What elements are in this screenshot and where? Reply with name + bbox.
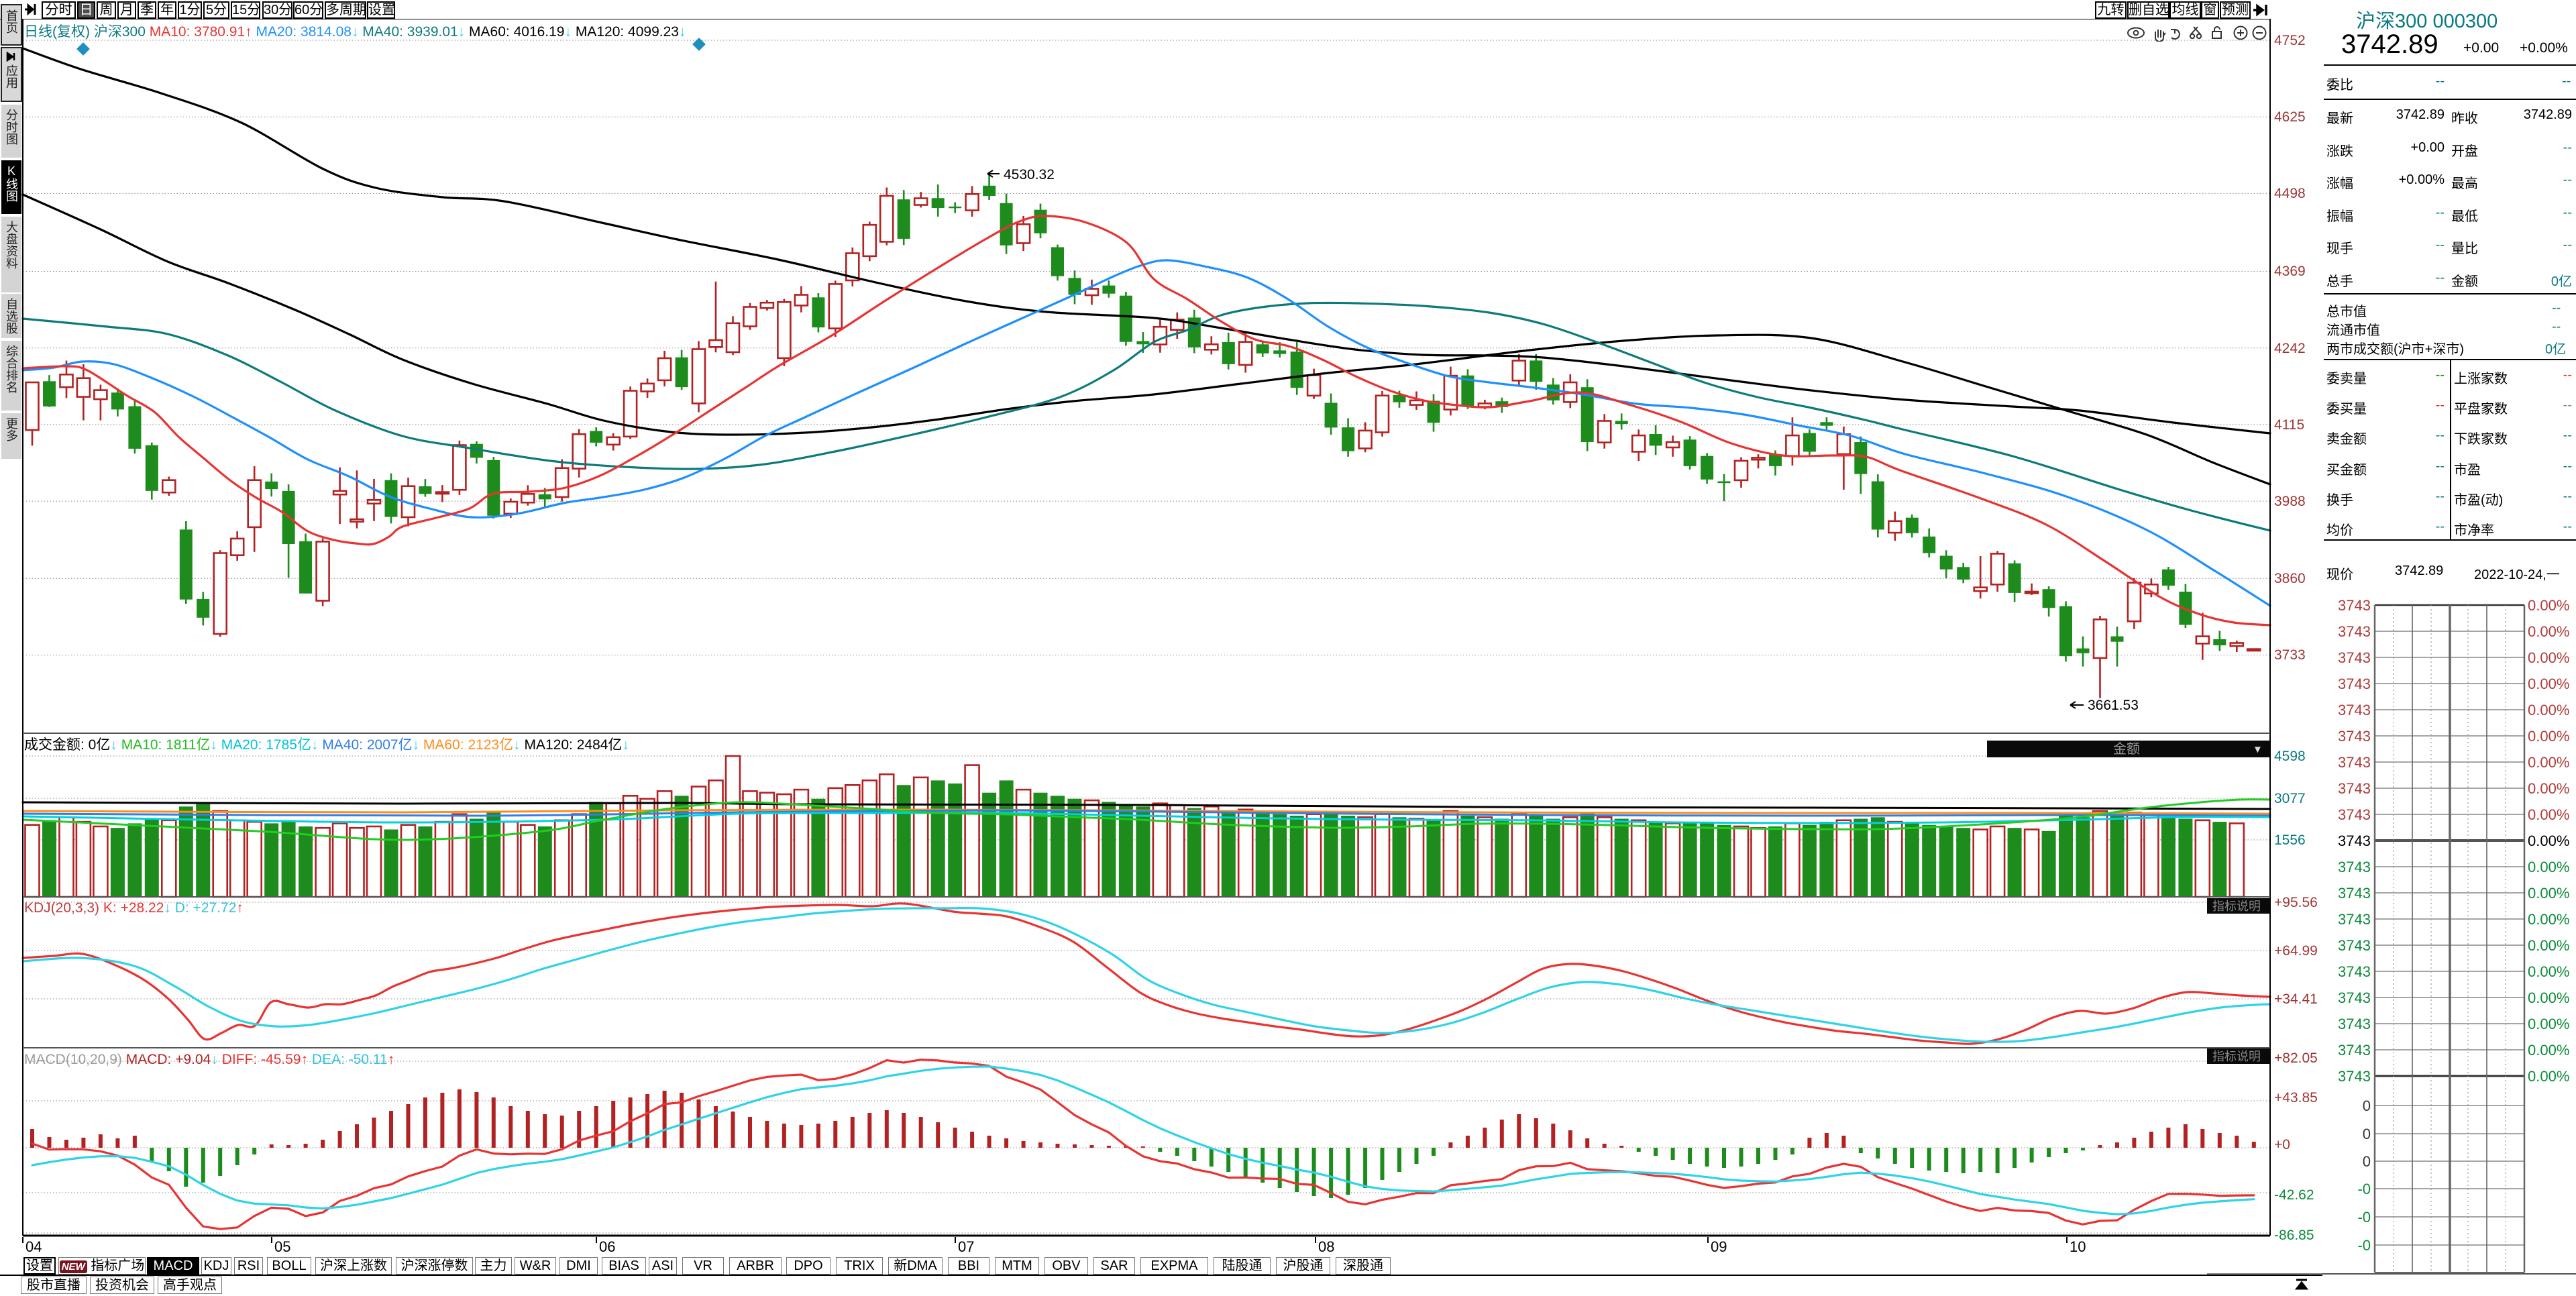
svg-text:0.00%: 0.00%	[2528, 911, 2569, 928]
svg-text:4242: 4242	[2274, 341, 2306, 356]
svg-text:3743: 3743	[2338, 780, 2371, 797]
svg-text:3860: 3860	[2274, 571, 2306, 586]
svg-text:3743: 3743	[2338, 728, 2371, 745]
svg-text:3743: 3743	[2338, 911, 2371, 928]
svg-text:3743: 3743	[2338, 1016, 2371, 1032]
svg-text:指标说明: 指标说明	[2212, 1050, 2261, 1063]
svg-text:▼: ▼	[2253, 744, 2263, 755]
svg-text:+43.85: +43.85	[2274, 1090, 2318, 1105]
svg-text:04: 04	[25, 1238, 42, 1255]
svg-text:0.00%: 0.00%	[2528, 1042, 2569, 1059]
svg-text:3743: 3743	[2338, 937, 2371, 954]
svg-text:0.00%: 0.00%	[2528, 623, 2569, 640]
svg-text:0.00%: 0.00%	[2528, 859, 2569, 875]
svg-text:3743: 3743	[2338, 885, 2371, 902]
svg-text:0.00%: 0.00%	[2528, 937, 2569, 954]
svg-text:4498: 4498	[2274, 186, 2306, 201]
svg-text:-0: -0	[2357, 1237, 2371, 1254]
svg-text:3743: 3743	[2338, 623, 2371, 640]
svg-text:0.00%: 0.00%	[2528, 963, 2569, 980]
svg-text:0.00%: 0.00%	[2528, 597, 2569, 614]
svg-text:05: 05	[274, 1238, 290, 1255]
svg-text:3743: 3743	[2338, 1068, 2371, 1085]
svg-text:10: 10	[2070, 1238, 2086, 1255]
svg-text:0.00%: 0.00%	[2528, 649, 2569, 666]
svg-text:+82.05: +82.05	[2274, 1050, 2318, 1066]
svg-text:0.00%: 0.00%	[2528, 1068, 2569, 1085]
svg-text:08: 08	[1318, 1238, 1334, 1255]
svg-text:0.00%: 0.00%	[2528, 702, 2569, 718]
svg-text:-86.85: -86.85	[2274, 1228, 2314, 1243]
svg-text:0.00%: 0.00%	[2528, 989, 2569, 1006]
svg-text:3743: 3743	[2338, 702, 2371, 718]
svg-text:-0: -0	[2357, 1181, 2371, 1197]
svg-text:+95.56: +95.56	[2274, 895, 2318, 910]
svg-text:3743: 3743	[2338, 832, 2371, 849]
svg-text:3077: 3077	[2274, 791, 2306, 806]
svg-text:3743: 3743	[2338, 859, 2371, 875]
svg-text:+64.99: +64.99	[2274, 943, 2318, 959]
svg-text:4530.32: 4530.32	[1004, 167, 1055, 182]
svg-text:0: 0	[2363, 1126, 2371, 1142]
svg-text:0.00%: 0.00%	[2528, 754, 2569, 771]
svg-text:09: 09	[1711, 1238, 1727, 1255]
svg-text:3743: 3743	[2338, 989, 2371, 1006]
svg-text:0: 0	[2363, 1153, 2371, 1170]
svg-text:07: 07	[958, 1238, 974, 1255]
svg-text:MACD(10,20,9) MACD: +9.04↓ DIF: MACD(10,20,9) MACD: +9.04↓ DIFF: -45.59↑…	[24, 1052, 394, 1067]
svg-text:3733: 3733	[2274, 647, 2306, 663]
svg-text:指标说明: 指标说明	[2212, 900, 2261, 913]
svg-text:0: 0	[2363, 1097, 2371, 1114]
svg-text:3743: 3743	[2338, 963, 2371, 980]
svg-text:金额: 金额	[2113, 741, 2140, 757]
svg-text:3988: 3988	[2274, 494, 2306, 509]
svg-text:3743: 3743	[2338, 649, 2371, 666]
svg-text:4598: 4598	[2274, 749, 2306, 764]
svg-text:06: 06	[599, 1238, 615, 1255]
svg-text:4625: 4625	[2274, 109, 2306, 125]
svg-text:成交金额: 0亿↓ MA10: 1811亿↓ MA20: 1: 成交金额: 0亿↓ MA10: 1811亿↓ MA20: 1785亿↓ MA40…	[24, 737, 629, 753]
svg-text:3743: 3743	[2338, 597, 2371, 614]
svg-text:3743: 3743	[2338, 806, 2371, 823]
svg-text:+34.41: +34.41	[2274, 991, 2318, 1007]
svg-text:0.00%: 0.00%	[2528, 1016, 2569, 1032]
svg-text:-42.62: -42.62	[2274, 1187, 2314, 1203]
svg-text:1556: 1556	[2274, 832, 2306, 848]
svg-text:4115: 4115	[2274, 417, 2304, 433]
svg-text:3743: 3743	[2338, 1042, 2371, 1059]
svg-text:4752: 4752	[2274, 33, 2306, 48]
svg-text:3743: 3743	[2338, 676, 2371, 692]
svg-text:0.00%: 0.00%	[2528, 728, 2569, 745]
svg-text:3743: 3743	[2338, 754, 2371, 771]
svg-text:-0: -0	[2357, 1209, 2371, 1226]
svg-text:0.00%: 0.00%	[2528, 806, 2569, 823]
svg-text:0.00%: 0.00%	[2528, 676, 2569, 692]
svg-text:KDJ(20,3,3) K: +28.22↓ D: +27.: KDJ(20,3,3) K: +28.22↓ D: +27.72↑	[24, 900, 244, 916]
svg-text:日线(复权) 沪深300 MA10: 3780.91↑: 日线(复权) 沪深300 MA10: 3780.91↑ MA20: 3814.0…	[24, 24, 686, 40]
svg-text:0.00%: 0.00%	[2528, 780, 2569, 797]
svg-text:0.00%: 0.00%	[2528, 832, 2569, 849]
svg-text:4369: 4369	[2274, 264, 2306, 279]
svg-text:0.00%: 0.00%	[2528, 885, 2569, 902]
svg-text:3661.53: 3661.53	[2088, 698, 2139, 713]
svg-text:+0: +0	[2274, 1137, 2290, 1152]
